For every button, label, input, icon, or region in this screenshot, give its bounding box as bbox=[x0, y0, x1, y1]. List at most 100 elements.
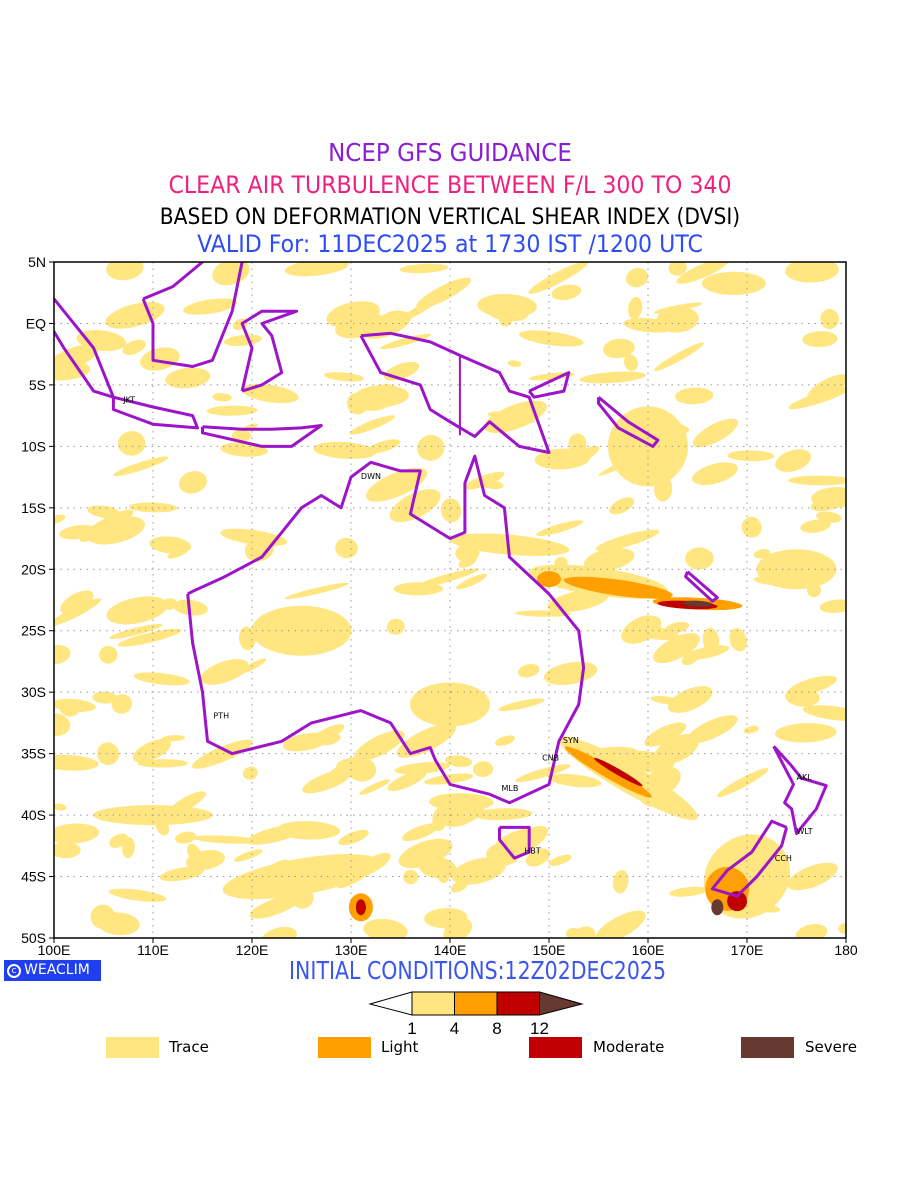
trace-area bbox=[838, 923, 846, 934]
trace-area bbox=[775, 723, 837, 743]
trace-area bbox=[653, 633, 701, 664]
severe-area bbox=[711, 899, 724, 916]
colorbar-tick-label: 4 bbox=[450, 1019, 459, 1038]
legend-label-severe: Severe bbox=[805, 1038, 857, 1056]
lon-tick-label: 130E bbox=[335, 942, 368, 958]
lon-tick-label: 100E bbox=[38, 942, 71, 958]
trace-area bbox=[450, 880, 468, 893]
lon-tick-label: 140E bbox=[434, 942, 467, 958]
trace-area bbox=[79, 509, 134, 542]
colorbar-segment bbox=[454, 991, 498, 1016]
trace-area bbox=[54, 644, 71, 665]
turbulence-shading bbox=[54, 262, 846, 938]
severe-area bbox=[682, 600, 713, 607]
lon-tick-label: 180 bbox=[834, 942, 858, 958]
coastline-australia bbox=[186, 454, 586, 805]
trace-area bbox=[687, 715, 738, 744]
trace-area bbox=[403, 869, 419, 885]
trace-area bbox=[443, 918, 473, 938]
trace-area bbox=[386, 618, 405, 635]
trace-area bbox=[787, 862, 838, 891]
trace-area bbox=[609, 497, 635, 515]
coastline-java bbox=[111, 395, 199, 430]
lat-tick-label: 10S bbox=[21, 438, 46, 454]
lat-tick-label: 25S bbox=[21, 623, 46, 639]
trace-area bbox=[810, 495, 846, 512]
trace-area bbox=[54, 713, 71, 736]
trace-area bbox=[335, 537, 358, 559]
legend-label-trace: Trace bbox=[169, 1038, 209, 1056]
trace-area bbox=[122, 837, 135, 859]
city-label-mlb: MLB bbox=[502, 784, 519, 793]
trace-area bbox=[402, 823, 439, 842]
trace-area bbox=[54, 823, 100, 844]
legend-swatch-trace bbox=[106, 1037, 159, 1058]
trace-area bbox=[117, 431, 146, 456]
trace-area bbox=[451, 857, 506, 885]
trace-area bbox=[787, 675, 837, 696]
trace-area bbox=[458, 555, 477, 568]
trace-area bbox=[284, 262, 349, 277]
trace-area bbox=[603, 338, 635, 359]
trace-area bbox=[380, 333, 431, 350]
trace-area bbox=[503, 825, 549, 857]
colorbar-low-arrow bbox=[368, 991, 413, 1016]
trace-area bbox=[113, 456, 169, 476]
colorbar-segment bbox=[496, 991, 540, 1016]
trace-area bbox=[528, 262, 589, 294]
trace-area bbox=[54, 369, 67, 379]
coastline-solomons bbox=[597, 396, 660, 448]
trace-area bbox=[363, 918, 408, 938]
trace-area bbox=[111, 694, 133, 714]
trace-area bbox=[464, 471, 505, 490]
axis-labels: 100E 110E 120E 130E 140E 150E 160E 170E 180 5N EQ 5… bbox=[21, 254, 858, 958]
colorbar: 1 4 8 12 bbox=[368, 991, 584, 1038]
coastline-sumatra bbox=[54, 297, 115, 399]
city-label-jkt: JKT bbox=[122, 396, 135, 405]
trace-area bbox=[551, 284, 582, 301]
trace-area bbox=[323, 734, 341, 746]
trace-area bbox=[106, 596, 168, 625]
trace-area bbox=[788, 475, 846, 486]
trace-area bbox=[487, 411, 535, 424]
trace-area bbox=[729, 628, 747, 652]
trace-area bbox=[536, 520, 584, 536]
lat-tick-label: 30S bbox=[21, 684, 46, 700]
trace-area bbox=[594, 910, 646, 938]
trace-area bbox=[445, 755, 473, 767]
trace-area bbox=[692, 418, 739, 448]
trace-area bbox=[399, 263, 449, 274]
trace-area bbox=[302, 769, 353, 794]
coastline-new-guinea bbox=[359, 331, 551, 454]
trace-area bbox=[424, 773, 474, 785]
coastline-sulawesi bbox=[240, 309, 299, 393]
moderate-area bbox=[594, 757, 643, 787]
coastline-sundas bbox=[201, 424, 323, 448]
trace-area bbox=[363, 311, 412, 339]
trace-area bbox=[567, 445, 600, 467]
coastline-new-caledonia bbox=[684, 570, 719, 603]
trace-area bbox=[185, 849, 225, 871]
title-line-1: NCEP GFS GUIDANCE bbox=[328, 138, 572, 167]
trace-area bbox=[234, 849, 263, 862]
trace-area bbox=[572, 926, 596, 938]
trace-area bbox=[175, 831, 197, 844]
lon-tick-label: 120E bbox=[236, 942, 269, 958]
trace-area bbox=[59, 699, 80, 717]
trace-area bbox=[138, 635, 151, 643]
coastline-tasmania bbox=[498, 825, 531, 860]
trace-area bbox=[232, 318, 248, 330]
lat-tick-label: 40S bbox=[21, 807, 46, 823]
graticule bbox=[54, 262, 846, 938]
trace-area bbox=[669, 886, 708, 897]
lon-tick-label: 110E bbox=[137, 942, 169, 958]
trace-area bbox=[324, 372, 365, 382]
trace-area bbox=[674, 387, 714, 405]
trace-area bbox=[560, 591, 599, 609]
lat-tick-label: 20S bbox=[21, 561, 46, 577]
trace-area bbox=[716, 768, 769, 798]
colorbar-tick-label: 12 bbox=[530, 1019, 549, 1038]
trace-area bbox=[54, 343, 99, 377]
moderate-area bbox=[355, 899, 366, 916]
trace-area bbox=[692, 462, 738, 486]
